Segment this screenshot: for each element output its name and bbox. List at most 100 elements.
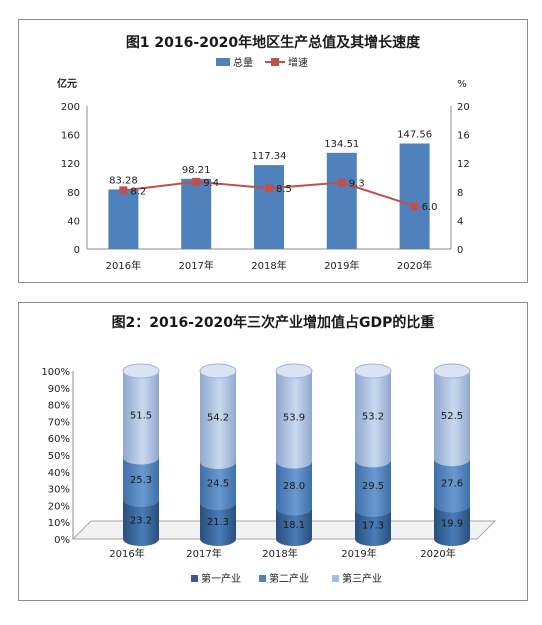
x-tick-label: 2019年: [324, 259, 359, 272]
segment-value-label: 53.9: [283, 412, 305, 423]
bar-value-label: 98.21: [182, 165, 211, 176]
y-tick-label: 100%: [41, 367, 70, 378]
x-tick-label: 2019年: [341, 547, 376, 560]
segment-value-label: 25.3: [130, 475, 152, 486]
x-tick-label: 2016年: [106, 259, 141, 272]
y-tick-label: 90%: [48, 384, 70, 395]
chart-2-legend: 第一产业 第二产业 第三产业: [191, 572, 382, 585]
growth-marker: [411, 202, 419, 210]
growth-marker: [338, 179, 346, 187]
chart-2-panel: 图2：2016-2020年三次产业增加值占GDP的比重 0% 10% 20% 30% 4…: [18, 302, 528, 601]
cylinder-segment-base: [355, 453, 391, 467]
bar-total: [108, 189, 138, 249]
y-tick-label: 40%: [48, 468, 70, 479]
bar-total: [400, 143, 430, 249]
segment-value-label: 17.3: [362, 520, 384, 531]
growth-value-label: 9.3: [349, 179, 365, 190]
right-tick-label: 20: [457, 102, 470, 113]
x-tick-label: 2017年: [186, 547, 221, 560]
left-tick-label: 120: [61, 159, 80, 170]
bar-total: [181, 179, 211, 249]
cylinder-segment-base: [276, 532, 312, 546]
cylinder-segment-base: [123, 493, 159, 507]
y-tick-label: 0%: [54, 535, 70, 546]
legend-label-growth: 增速: [288, 56, 308, 69]
segment-value-label: 24.5: [207, 479, 229, 490]
bar-value-label: 134.51: [324, 139, 359, 150]
x-tick-label: 2018年: [251, 259, 286, 272]
segment-value-label: 18.1: [283, 520, 305, 531]
bar-value-label: 83.28: [109, 175, 138, 186]
segment-value-label: 54.2: [207, 413, 229, 424]
cylinder-segment-base: [123, 451, 159, 465]
growth-value-label: 6.0: [422, 202, 438, 213]
cylinder-segment-base: [200, 532, 236, 546]
cylinder-segment-base: [434, 532, 470, 546]
legend-swatch: [191, 575, 198, 582]
segment-value-label: 23.2: [130, 516, 152, 527]
segment-value-label: 21.3: [207, 517, 229, 528]
cylinder-segment-base: [200, 455, 236, 469]
right-tick-label: 12: [457, 159, 470, 170]
legend-label: 第三产业: [342, 572, 382, 585]
chart-1-legend: 总量 增速: [216, 56, 308, 69]
chart-2-svg: 图2：2016-2020年三次产业增加值占GDP的比重 0%10%20%30%4…: [19, 303, 527, 600]
legend-swatch: [259, 575, 266, 582]
cylinder-segment-base: [276, 455, 312, 469]
left-tick-label: 0: [74, 245, 80, 256]
cylinder-top: [355, 364, 391, 378]
legend-marker-growth: [271, 58, 279, 66]
left-tick-label: 40: [67, 216, 80, 227]
x-tick-label: 2020年: [397, 259, 432, 272]
legend-swatch-total: [216, 58, 230, 66]
legend-label: 第一产业: [201, 572, 241, 585]
cylinder-top: [276, 364, 312, 378]
y-tick-label: 20%: [48, 501, 70, 512]
y-tick-label: 60%: [48, 434, 70, 445]
chart-1-title: 图1 2016-2020年地区生产总值及其增长速度: [126, 34, 421, 51]
bar-total: [254, 165, 284, 249]
cylinder-segment-base: [434, 452, 470, 466]
cylinder-segment-base: [123, 532, 159, 546]
x-tick-label: 2018年: [262, 547, 297, 560]
bar-value-label: 117.34: [252, 151, 287, 162]
right-tick-label: 0: [457, 245, 463, 256]
segment-value-label: 53.2: [362, 412, 384, 423]
growth-value-label: 9.4: [203, 178, 219, 189]
cylinder-segment-base: [200, 496, 236, 510]
growth-value-label: 8.5: [276, 184, 292, 195]
cylinder-top: [434, 364, 470, 378]
legend-label: 第二产业: [269, 572, 309, 585]
cylinder-segment-base: [276, 502, 312, 516]
cylinder-top: [200, 364, 236, 378]
cylinder-segment-base: [355, 532, 391, 546]
growth-value-label: 8.2: [130, 186, 146, 197]
cylinder-segment-base: [434, 499, 470, 513]
x-tick-label: 2017年: [178, 259, 213, 272]
segment-value-label: 29.5: [362, 481, 384, 492]
left-tick-label: 160: [61, 131, 80, 142]
segment-value-label: 51.5: [130, 410, 152, 421]
chart-2-plot: 0% 10% 20% 30% 40% 50% 60% 70% 80% 90% 100% 23.2 25.…: [41, 364, 495, 560]
segment-value-label: 19.9: [441, 518, 463, 529]
legend-swatch: [332, 575, 339, 582]
cylinder-top: [123, 364, 159, 378]
left-tick-label: 200: [61, 102, 80, 113]
y-tick-label: 50%: [48, 451, 70, 462]
y-tick-label: 10%: [48, 518, 70, 529]
chart-1-plot: 0408012016020004812162083.282016年98.2120…: [61, 102, 470, 272]
chart-1-svg: 图1 2016-2020年地区生产总值及其增长速度 总量 增速 亿元 % 040…: [19, 20, 527, 282]
y-tick-label: 30%: [48, 485, 70, 496]
segment-value-label: 28.0: [283, 481, 305, 492]
bar-total: [327, 153, 357, 249]
x-tick-label: 2020年: [420, 547, 455, 560]
cylinder-segment-base: [355, 503, 391, 517]
y-tick-label: 80%: [48, 401, 70, 412]
right-tick-label: 16: [457, 131, 470, 142]
segment-value-label: 52.5: [441, 411, 463, 422]
bar-value-label: 147.56: [397, 129, 432, 140]
growth-marker: [119, 186, 127, 194]
growth-marker: [265, 184, 273, 192]
left-tick-label: 80: [67, 188, 80, 199]
growth-marker: [192, 178, 200, 186]
